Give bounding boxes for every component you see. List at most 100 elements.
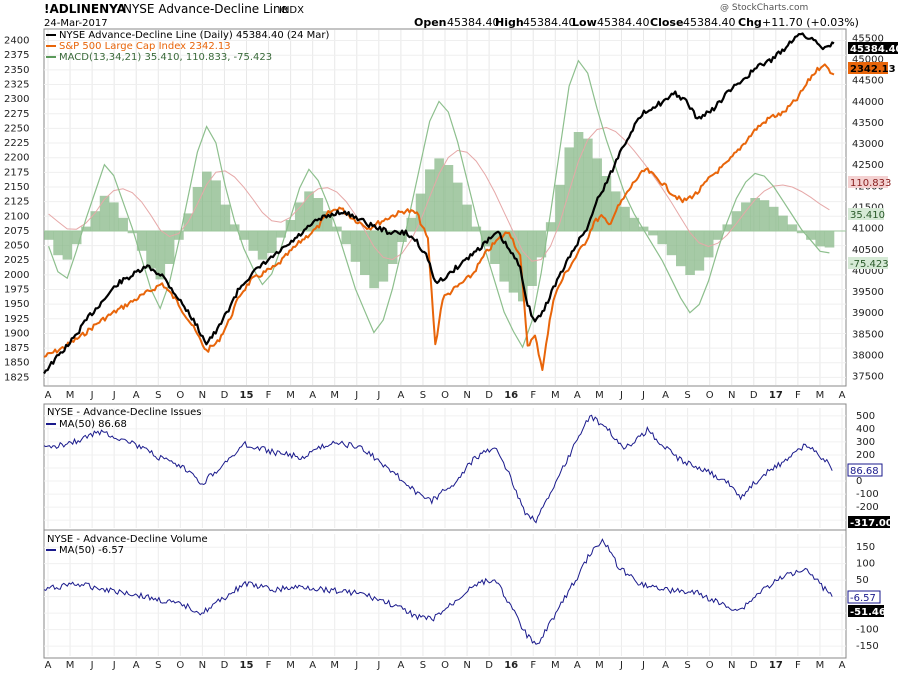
histogram-bar <box>406 217 417 231</box>
histogram-bar <box>759 200 770 231</box>
histogram-bar <box>815 231 826 247</box>
month-label: M <box>551 660 560 671</box>
open-value: 45384.40 <box>447 16 500 29</box>
histogram-bar <box>573 132 584 231</box>
left-tick-label: 2300 <box>4 94 29 105</box>
main-panel-frame <box>43 28 847 387</box>
date-label: 24-Mar-2017 <box>44 18 108 29</box>
left-tick-label: 2075 <box>4 226 29 237</box>
left-tick-label: 2125 <box>4 197 29 208</box>
volume-legend: MA(50) -6.57 <box>59 545 124 556</box>
histogram-bar <box>341 231 352 245</box>
issues-grid <box>44 408 846 528</box>
right-tick-label: 100 <box>856 559 875 570</box>
month-label: M <box>66 660 75 671</box>
volume-last-flag <box>847 590 881 604</box>
month-label: M <box>595 390 604 401</box>
left-tick-label: 2250 <box>4 123 29 134</box>
month-label: S <box>420 390 426 401</box>
month-label: D <box>750 390 758 401</box>
histogram-bar <box>350 231 361 262</box>
histogram-bar <box>276 231 286 238</box>
month-label: F <box>795 390 801 401</box>
month-label: A <box>662 660 669 671</box>
month-label: J <box>112 390 116 401</box>
histogram-bar <box>806 231 816 240</box>
volume-panel-frame <box>43 529 847 659</box>
month-label: A <box>133 390 140 401</box>
histogram-bar <box>415 193 426 231</box>
left-tick-label: 2225 <box>4 138 29 149</box>
low-value: 45384.40 <box>597 16 650 29</box>
month-label: A <box>309 390 316 401</box>
month-label: J <box>641 660 645 671</box>
left-tick-label: 2200 <box>4 153 29 164</box>
right-tick-label: 300 <box>856 437 875 448</box>
histogram-bar <box>248 231 259 251</box>
left-tick-label: 2050 <box>4 241 29 252</box>
month-label: D <box>221 660 229 671</box>
ma50-line <box>43 414 833 524</box>
month-label: D <box>750 660 758 671</box>
histogram-bar <box>109 202 119 231</box>
right-tick-label: 38500 <box>852 329 884 340</box>
histogram-bar <box>322 211 333 231</box>
histogram-bar <box>676 231 686 267</box>
month-label: N <box>728 660 735 671</box>
signal-flag-value: 110.833 <box>850 178 891 189</box>
right-tick-label: -150 <box>856 641 879 652</box>
histogram-bar <box>527 231 537 286</box>
histogram-bar <box>434 158 444 231</box>
hist-flag-value: -75.423 <box>850 259 889 270</box>
left-tick-label: 1850 <box>4 358 29 369</box>
left-tick-label: 2275 <box>4 109 29 120</box>
chg-label: Chg <box>738 16 762 29</box>
month-label: M <box>286 660 295 671</box>
histogram-bar <box>146 231 156 269</box>
histogram-bar <box>536 231 547 258</box>
histogram-bar <box>155 231 166 280</box>
histogram-bar <box>369 231 379 289</box>
left-tick-label: 2400 <box>4 36 29 47</box>
month-label: J <box>90 390 94 401</box>
month-label: A <box>133 660 140 671</box>
histogram-bar <box>397 231 407 242</box>
histogram-bar <box>53 231 63 256</box>
right-tick-label: -100 <box>856 625 879 636</box>
left-tick-label: 2100 <box>4 211 29 222</box>
month-label: F <box>530 660 536 671</box>
high-label: High <box>495 16 524 29</box>
histogram-bar <box>192 187 203 231</box>
histogram-bar <box>778 215 788 231</box>
histogram-bar <box>71 231 82 245</box>
main-series <box>43 32 835 375</box>
issues-min-value: -317.00 <box>850 518 893 529</box>
main-x-labels: A M J J A S O N D 15 F M A M J J A S O N D 16 F M A M J J A S O N D 17 F M A <box>45 390 846 401</box>
month-label: D <box>485 390 493 401</box>
histogram-bar <box>499 231 510 282</box>
histogram-bar <box>462 204 472 231</box>
histogram-bar <box>508 231 519 293</box>
left-tick-label: 2000 <box>4 270 29 281</box>
right-tick-label: 200 <box>856 450 875 461</box>
right-tick-label: 41000 <box>852 224 884 235</box>
histogram-bar <box>518 231 528 302</box>
macd-flag-value: 35.410 <box>850 210 885 221</box>
month-label: O <box>441 660 449 671</box>
watermark: @ StockCharts.com <box>720 3 808 13</box>
left-tick-label: 1875 <box>4 343 29 354</box>
month-label: J <box>90 660 94 671</box>
month-label: J <box>619 390 623 401</box>
close-flag <box>848 42 898 54</box>
month-label: 16 <box>504 390 518 401</box>
month-label: N <box>728 390 735 401</box>
histogram-bar <box>62 231 73 260</box>
histogram-bar <box>164 231 175 264</box>
histogram-bar <box>443 165 454 231</box>
left-tick-label: 1900 <box>4 328 29 339</box>
month-label: N <box>199 390 206 401</box>
month-label: J <box>641 390 645 401</box>
histogram-bar <box>285 220 296 231</box>
